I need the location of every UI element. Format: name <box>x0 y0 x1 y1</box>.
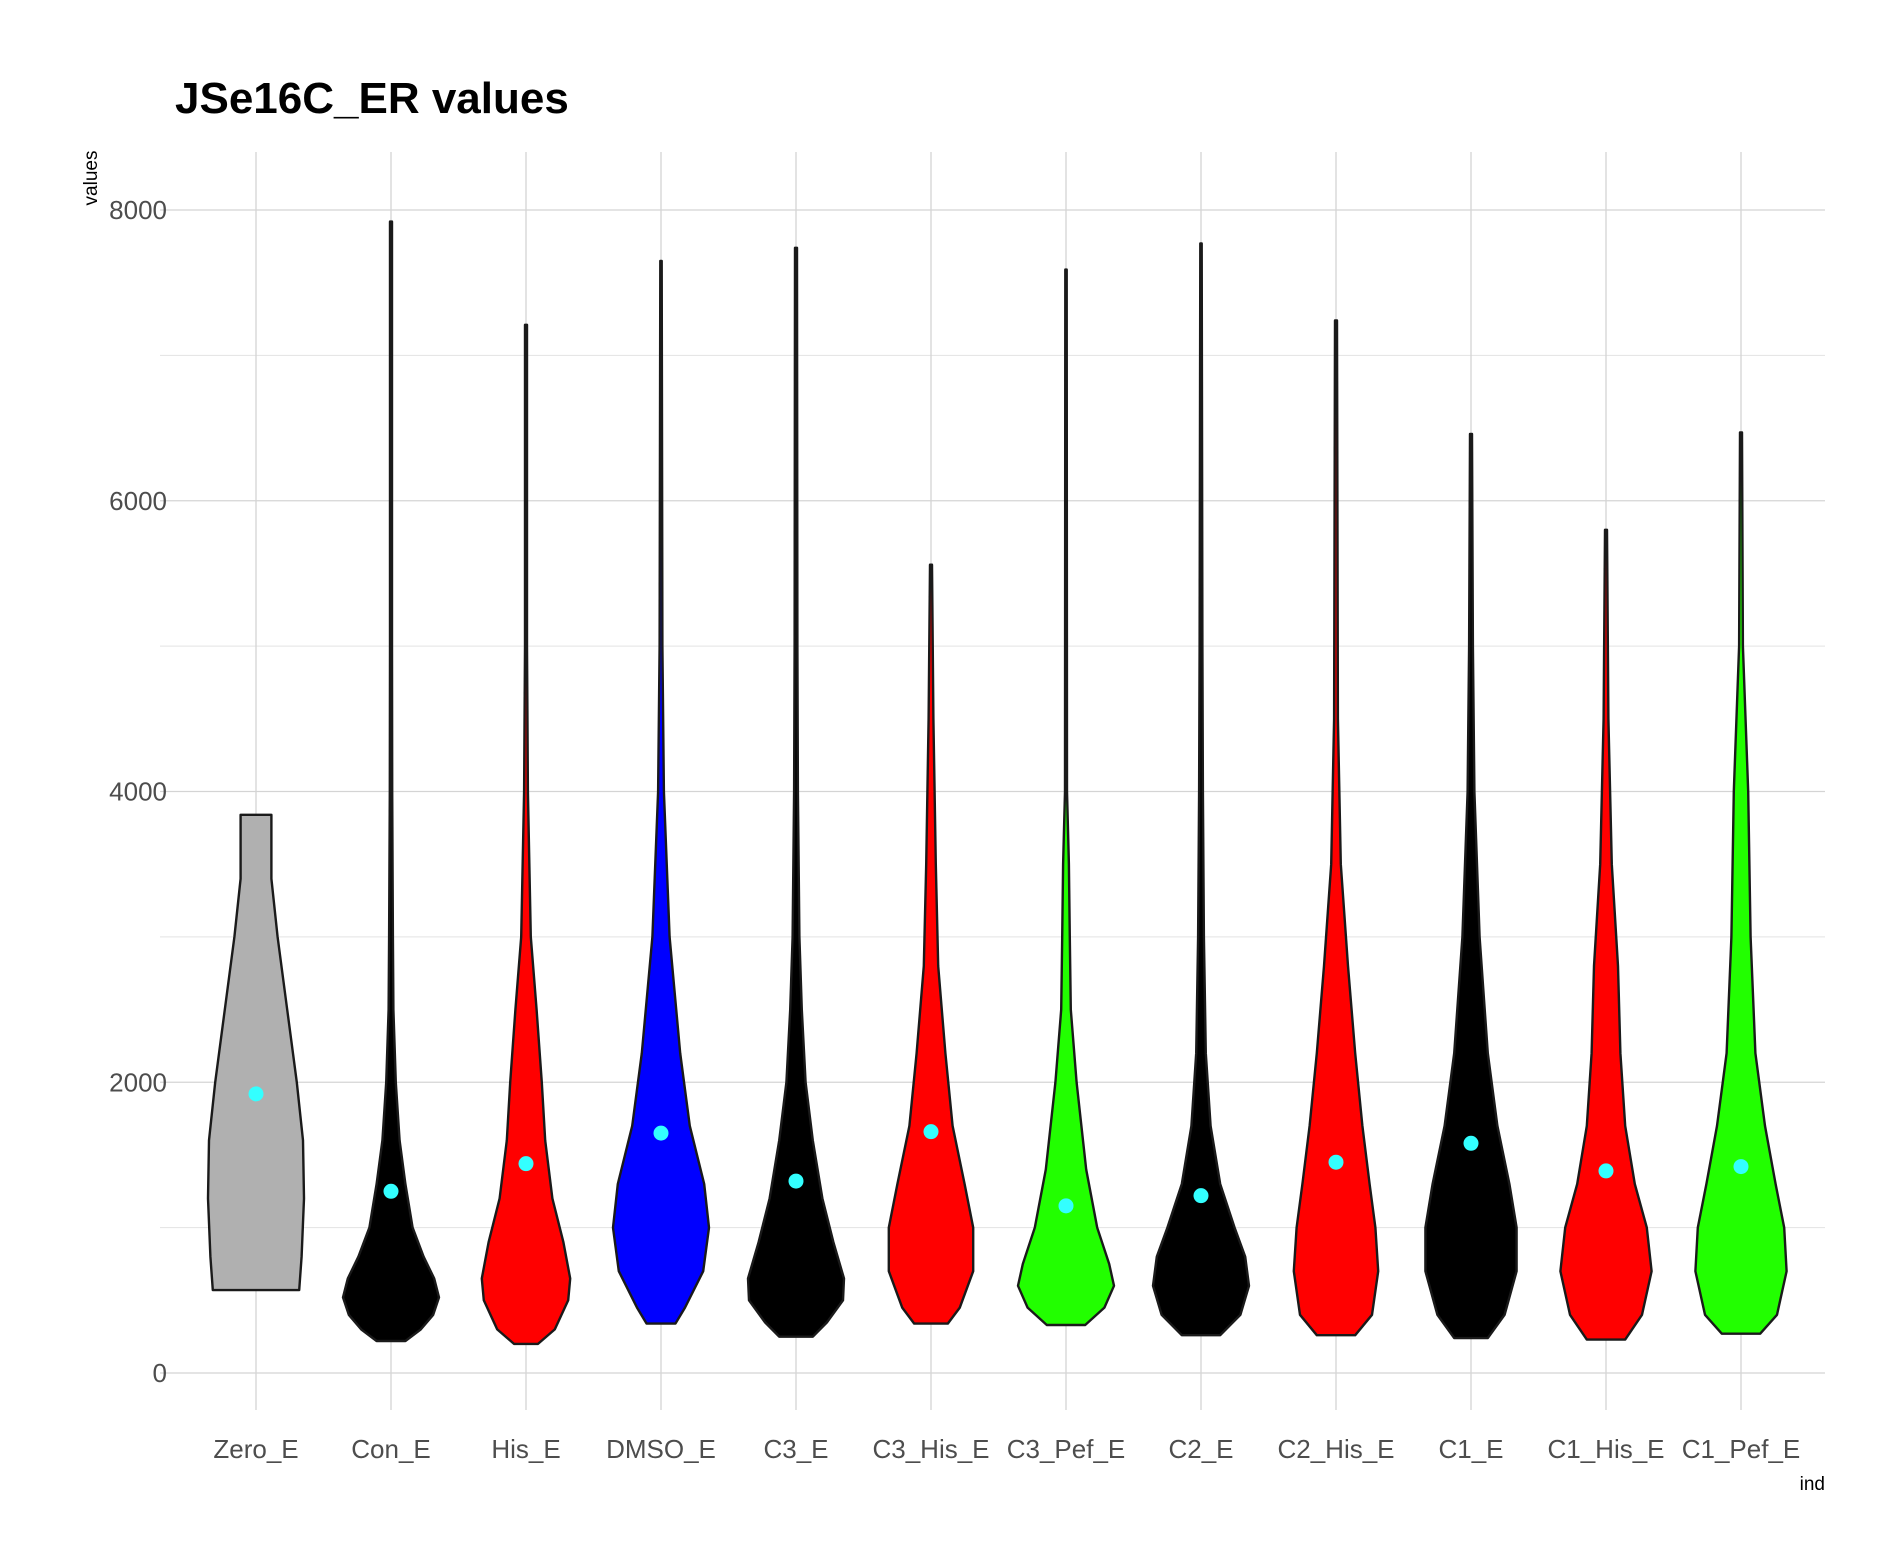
y-axis-label: values <box>81 151 102 206</box>
mean-marker <box>518 1156 534 1172</box>
x-tick-label: C3_Pef_E <box>1007 1434 1126 1464</box>
mean-marker <box>788 1173 804 1189</box>
violins <box>206 220 1788 1346</box>
violin-c3-his-e <box>887 563 975 1325</box>
x-tick-label: His_E <box>491 1434 560 1464</box>
x-tick-label: C1_E <box>1438 1434 1503 1464</box>
mean-marker <box>653 1125 669 1141</box>
mean-marker <box>1598 1163 1614 1179</box>
violin-c1-e <box>1424 432 1518 1340</box>
x-tick-label: C1_His_E <box>1547 1434 1664 1464</box>
y-tick-labels: 0 2000 4000 6000 8000 <box>109 195 167 1388</box>
y-tick-label: 0 <box>153 1358 167 1388</box>
mean-markers <box>248 1086 1749 1214</box>
mean-marker <box>248 1086 264 1102</box>
violin-c1-pef-e <box>1694 431 1788 1335</box>
violin-c3-e <box>746 246 846 1338</box>
x-tick-label: C2_E <box>1168 1434 1233 1464</box>
x-tick-label: C3_E <box>763 1434 828 1464</box>
mean-marker <box>1328 1154 1344 1170</box>
violin-c1-his-e <box>1559 528 1653 1341</box>
chart-title: JSe16C_ER values <box>175 74 569 123</box>
y-tick-label: 8000 <box>109 195 167 225</box>
mean-marker <box>1463 1135 1479 1151</box>
violin-c2-e <box>1151 242 1251 1337</box>
y-tick-label: 6000 <box>109 486 167 516</box>
x-tick-label: DMSO_E <box>606 1434 716 1464</box>
mean-marker <box>1733 1159 1749 1175</box>
mean-marker <box>383 1183 399 1199</box>
x-tick-label: C3_His_E <box>872 1434 989 1464</box>
mean-marker <box>1193 1188 1209 1204</box>
violin-c3-pef-e <box>1016 268 1116 1327</box>
violin-c2-his-e <box>1292 319 1380 1337</box>
x-tick-label: C1_Pef_E <box>1682 1434 1801 1464</box>
violin-con-e <box>341 220 441 1343</box>
violin-dmso-e <box>611 259 711 1325</box>
mean-marker <box>923 1124 939 1140</box>
x-tick-label: Con_E <box>351 1434 431 1464</box>
x-tick-labels: Zero_E Con_E His_E DMSO_E C3_E C3_His_E C3_Pef… <box>213 1434 1800 1464</box>
violin-zero-e <box>206 813 306 1292</box>
y-tick-label: 2000 <box>109 1067 167 1097</box>
x-axis-label: ind <box>1800 1474 1825 1495</box>
y-tick-label: 4000 <box>109 777 167 807</box>
mean-marker <box>1058 1198 1074 1214</box>
violin-his-e <box>480 323 572 1346</box>
x-tick-label: Zero_E <box>213 1434 298 1464</box>
x-tick-label: C2_His_E <box>1277 1434 1394 1464</box>
